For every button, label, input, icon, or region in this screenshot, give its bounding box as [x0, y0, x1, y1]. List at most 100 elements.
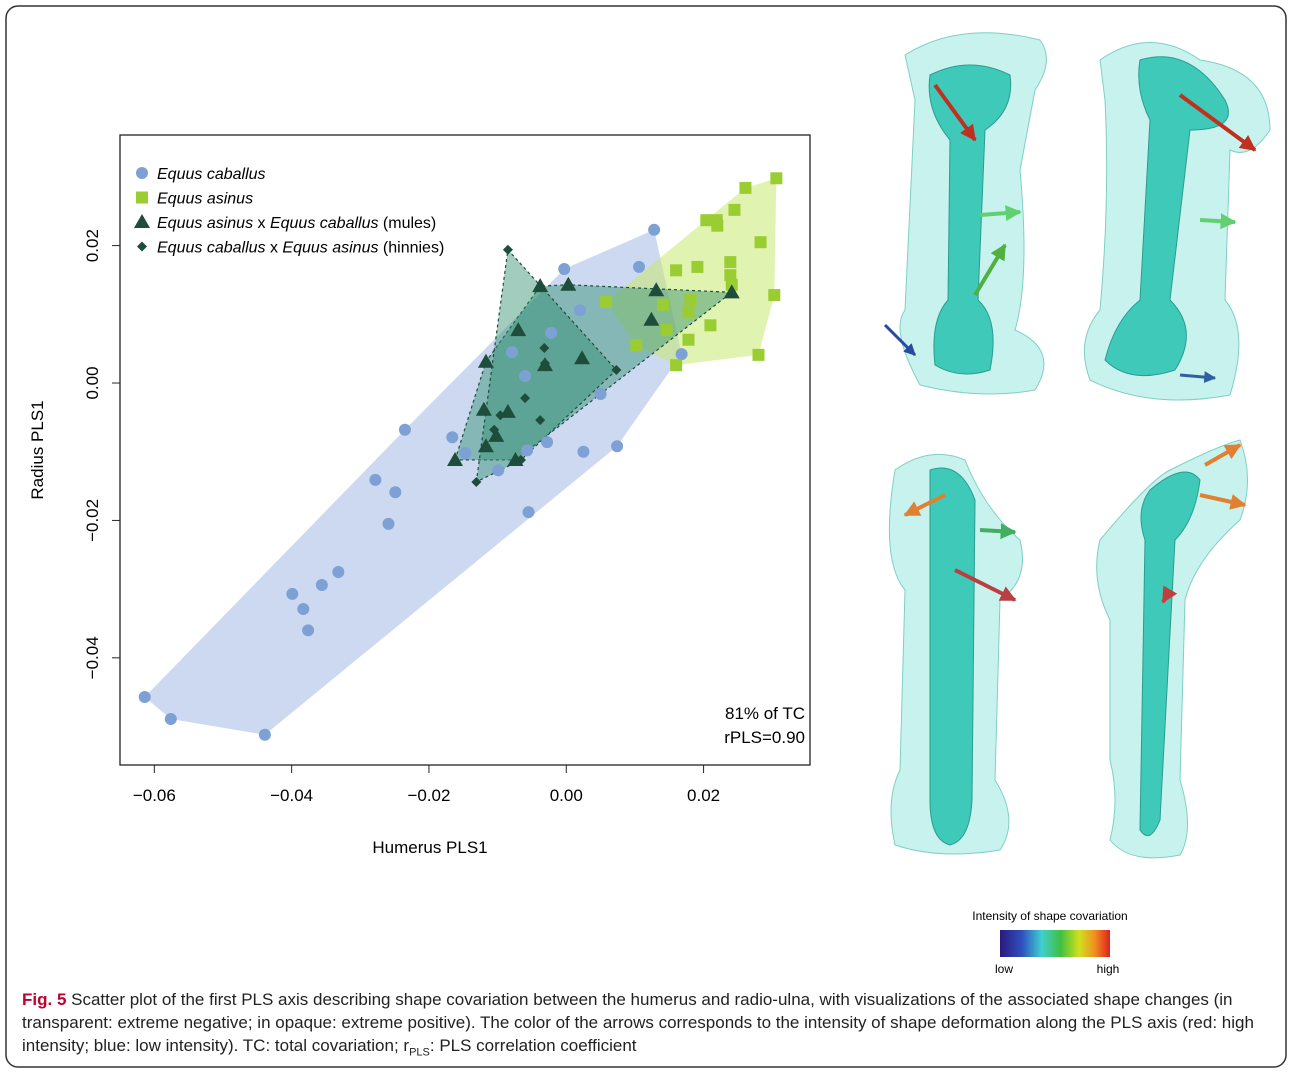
point	[648, 223, 661, 236]
point	[577, 445, 590, 458]
point	[382, 517, 395, 530]
point	[539, 342, 550, 353]
humerus-side	[1083, 42, 1271, 401]
legend-marker	[136, 167, 148, 179]
point	[492, 464, 505, 477]
point	[691, 260, 704, 273]
point	[684, 293, 697, 306]
x-tick-label: 0.00	[550, 786, 583, 805]
point	[502, 244, 513, 255]
point	[675, 348, 688, 361]
radius-side	[1096, 439, 1248, 859]
point	[477, 438, 494, 453]
point	[297, 603, 310, 616]
colorbar-title: Intensity of shape covariation	[972, 909, 1127, 923]
point	[633, 260, 646, 273]
y-axis-label: Radius PLS1	[28, 400, 47, 499]
caption: Fig. 5 Scatter plot of the first PLS axi…	[22, 988, 1272, 1064]
group-hull	[144, 229, 682, 735]
legend-label-part: Equus asinus	[157, 191, 253, 208]
legend-label-part: Equus caballus	[270, 215, 379, 232]
point	[643, 311, 660, 326]
point	[768, 289, 781, 302]
legend-label-part: Equus caballus	[157, 166, 266, 183]
point	[657, 298, 670, 311]
y-tick-label: −0.04	[83, 636, 102, 679]
x-axis-label: Humerus PLS1	[372, 838, 487, 857]
point	[506, 346, 519, 359]
legend-label: Equus asinus	[157, 191, 253, 208]
point	[369, 473, 382, 486]
caption-label: Fig. 5	[22, 990, 67, 1009]
point	[594, 388, 607, 401]
point	[700, 214, 713, 227]
plot: −0.06 −0.04 −0.02 0.00 0.02 −0.04 −0.02 0.00 0.0…	[28, 134, 811, 857]
legend-label-part: x	[253, 215, 270, 232]
point	[258, 728, 271, 741]
plot-frame	[119, 134, 811, 766]
x-tick-label: −0.06	[133, 786, 176, 805]
point	[560, 276, 577, 291]
colorbar: Intensity of shape covariation low high	[972, 909, 1127, 976]
point	[752, 348, 765, 361]
legend-marker	[136, 191, 148, 204]
point	[286, 587, 299, 600]
point	[670, 264, 683, 277]
point	[682, 333, 695, 346]
legend-label: Equus caballus x Equus asinus (hinnies)	[157, 240, 444, 257]
point	[520, 393, 531, 404]
frame	[5, 5, 1287, 1068]
legend-label-part: Equus asinus	[157, 215, 253, 232]
y-tick-label: 0.02	[83, 229, 102, 262]
point	[660, 324, 673, 337]
point	[532, 278, 549, 293]
point	[611, 364, 622, 375]
point	[398, 423, 411, 436]
point	[138, 690, 151, 703]
point	[558, 262, 571, 275]
legend-label: Equus asinus x Equus caballus (mules)	[157, 215, 436, 232]
legend-label-part: Equus asinus	[282, 240, 378, 257]
point	[515, 454, 526, 465]
point	[670, 359, 683, 372]
legend-label: Equus caballus	[157, 166, 266, 183]
colorbar-high: high	[1097, 962, 1120, 976]
legend-label-part: Equus caballus	[157, 240, 266, 257]
point	[539, 358, 550, 369]
point	[489, 424, 500, 435]
x-tick-label: −0.04	[270, 786, 313, 805]
point	[574, 350, 591, 365]
legend-label-part: (hinnies)	[378, 240, 444, 257]
y-tick-label: −0.02	[83, 499, 102, 542]
point	[682, 306, 695, 319]
point	[510, 322, 527, 337]
point	[521, 444, 534, 457]
point	[488, 427, 505, 442]
legend-label-part: (mules)	[378, 215, 436, 232]
point	[648, 282, 665, 297]
point	[446, 431, 459, 444]
point	[723, 284, 740, 299]
legend-marker	[134, 214, 150, 228]
point	[630, 339, 643, 352]
annotation: rPLS=0.90	[724, 728, 805, 747]
point	[739, 181, 752, 194]
point	[459, 447, 472, 460]
point	[574, 304, 586, 317]
colorbar-gradient	[1000, 930, 1110, 957]
point	[535, 415, 546, 426]
point	[519, 370, 532, 383]
point	[770, 172, 783, 185]
point	[332, 565, 345, 578]
bone-illustrations	[883, 32, 1271, 859]
legend-marker	[137, 241, 147, 252]
y-tick-label: 0.00	[83, 366, 102, 399]
point	[477, 353, 494, 368]
humerus-front	[883, 32, 1047, 395]
legend-label-part: x	[266, 240, 283, 257]
point	[711, 219, 724, 232]
point	[315, 579, 328, 591]
point	[611, 440, 624, 453]
